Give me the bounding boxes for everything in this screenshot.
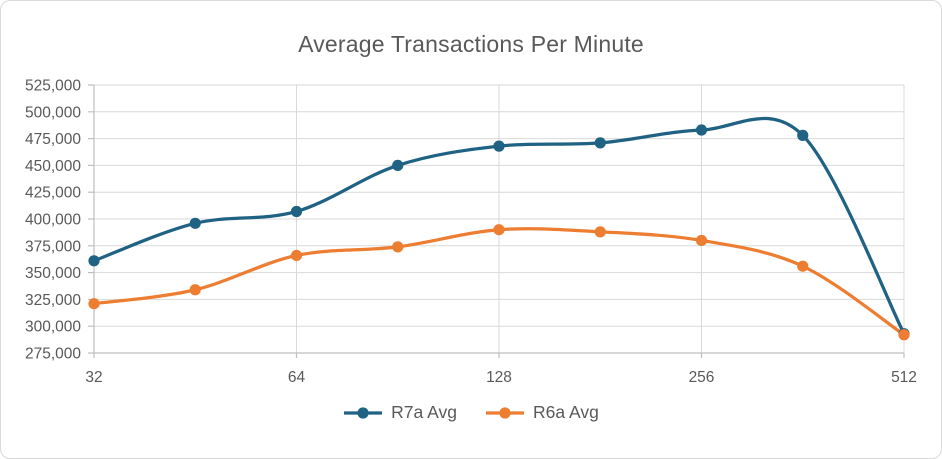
data-point-marker-r7a-avg — [695, 124, 708, 136]
y-axis-tick-label: 475,000 — [25, 131, 81, 148]
data-point-marker-r6a-avg — [290, 249, 303, 262]
x-axis-tick-label: 512 — [891, 369, 917, 386]
legend-label-r7a-avg: R7a Avg — [391, 402, 457, 422]
data-point-marker-r6a-avg — [88, 298, 100, 310]
data-point-marker-r7a-avg — [290, 205, 303, 218]
data-point-marker-r6a-avg — [695, 234, 708, 247]
data-point-marker-r7a-avg — [493, 140, 505, 152]
y-axis-tick-label: 400,000 — [25, 212, 81, 229]
y-axis-tick-label: 525,000 — [25, 78, 81, 95]
chart-title: Average Transactions Per Minute — [298, 31, 644, 57]
y-axis-tick-label: 325,000 — [25, 292, 81, 309]
y-axis-tick-label: 450,000 — [25, 158, 81, 175]
legend: R7a Avg R6a Avg — [1, 402, 941, 423]
line-marker-icon — [344, 406, 383, 419]
x-axis-tick-label: 32 — [85, 369, 102, 386]
x-axis-tick-label: 64 — [288, 369, 306, 386]
y-axis-tick-label: 300,000 — [25, 319, 81, 336]
x-axis-tick-label: 256 — [689, 369, 715, 386]
legend-item-r6a-avg: R6a Avg — [485, 402, 599, 423]
data-point-marker-r7a-avg — [594, 137, 606, 149]
data-point-marker-r6a-avg — [493, 224, 505, 236]
y-axis-tick-label: 500,000 — [25, 104, 81, 121]
data-point-marker-r6a-avg — [797, 260, 809, 272]
legend-label-r6a-avg: R6a Avg — [533, 402, 599, 422]
data-point-marker-r6a-avg — [594, 226, 606, 238]
line-marker-icon — [486, 406, 524, 419]
y-axis-tick-label: 425,000 — [25, 185, 81, 202]
x-axis-tick-label: 128 — [486, 369, 512, 386]
data-point-marker-r7a-avg — [797, 129, 809, 141]
data-point-marker-r7a-avg — [392, 159, 404, 171]
y-axis-tick-label: 375,000 — [25, 238, 81, 255]
data-point-marker-r7a-avg — [88, 255, 100, 267]
data-point-marker-r6a-avg — [898, 329, 910, 341]
y-axis-tick-label: 350,000 — [25, 265, 81, 282]
data-point-marker-r6a-avg — [189, 284, 201, 296]
data-point-marker-r7a-avg — [189, 217, 201, 229]
legend-item-r7a-avg: R7a Avg — [343, 402, 457, 423]
y-axis-tick-label: 275,000 — [25, 346, 81, 363]
data-point-marker-r6a-avg — [392, 241, 404, 253]
